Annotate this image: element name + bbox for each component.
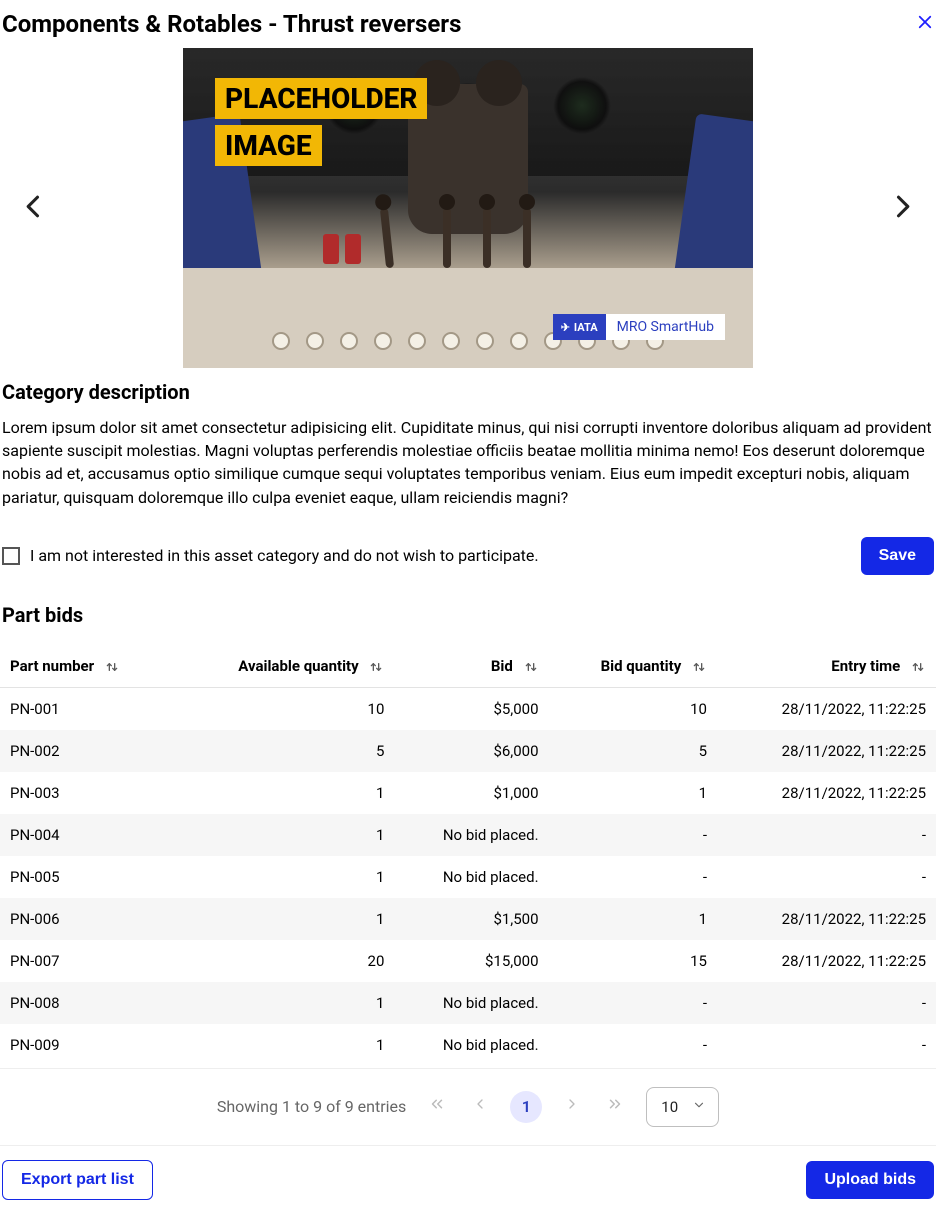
cell-available-qty: 1: [173, 814, 394, 856]
cell-part-number: PN-002: [0, 730, 173, 772]
cell-bid: $6,000: [394, 730, 548, 772]
pager-page-size-select[interactable]: 10: [646, 1087, 719, 1127]
cell-bid-qty: 1: [549, 898, 717, 940]
cell-available-qty: 20: [173, 940, 394, 982]
sort-icon: [523, 659, 539, 675]
cell-part-number: PN-009: [0, 1024, 173, 1066]
cell-part-number: PN-001: [0, 687, 173, 730]
cell-bid-qty: -: [549, 982, 717, 1024]
col-entry-time[interactable]: Entry time: [717, 645, 936, 688]
sort-icon: [691, 659, 707, 675]
sort-icon: [104, 659, 120, 675]
table-row[interactable]: PN-0051No bid placed.--: [0, 856, 936, 898]
cell-entry-time: -: [717, 982, 936, 1024]
chevron-left-icon: [472, 1096, 488, 1112]
table-row[interactable]: PN-00110$5,0001028/11/2022, 11:22:25: [0, 687, 936, 730]
carousel-prev-button[interactable]: [20, 193, 48, 224]
cell-part-number: PN-008: [0, 982, 173, 1024]
table-row[interactable]: PN-0061$1,500128/11/2022, 11:22:25: [0, 898, 936, 940]
cell-available-qty: 1: [173, 982, 394, 1024]
cell-entry-time: -: [717, 856, 936, 898]
save-button[interactable]: Save: [861, 537, 934, 575]
cell-entry-time: -: [717, 814, 936, 856]
cell-part-number: PN-004: [0, 814, 173, 856]
description-heading: Category description: [0, 380, 936, 404]
cell-bid: No bid placed.: [394, 814, 548, 856]
col-available-qty[interactable]: Available quantity: [173, 645, 394, 688]
close-button[interactable]: [916, 13, 934, 35]
table-row[interactable]: PN-0031$1,000128/11/2022, 11:22:25: [0, 772, 936, 814]
sort-icon: [368, 659, 384, 675]
cell-available-qty: 1: [173, 898, 394, 940]
iata-logo: ✈ IATA: [553, 314, 606, 340]
cell-bid-qty: 15: [549, 940, 717, 982]
cell-bid: $5,000: [394, 687, 548, 730]
opt-out-checkbox[interactable]: [2, 547, 20, 565]
pager-next-button[interactable]: [560, 1092, 584, 1121]
cell-bid: $1,500: [394, 898, 548, 940]
mro-smarthub-badge: ✈ IATA MRO SmartHub: [553, 314, 725, 340]
cell-bid: No bid placed.: [394, 1024, 548, 1066]
cell-bid-qty: 5: [549, 730, 717, 772]
cell-available-qty: 1: [173, 1024, 394, 1066]
col-bid[interactable]: Bid: [394, 645, 548, 688]
cell-entry-time: 28/11/2022, 11:22:25: [717, 898, 936, 940]
cell-available-qty: 1: [173, 856, 394, 898]
category-hero-image: PLACEHOLDER IMAGE ✈ IATA MRO SmartHub: [183, 48, 753, 368]
pager-first-button[interactable]: [424, 1091, 450, 1122]
export-part-list-button[interactable]: Export part list: [2, 1160, 153, 1200]
chevron-left-icon: [20, 193, 48, 221]
part-bids-heading: Part bids: [0, 603, 936, 627]
pager-prev-button[interactable]: [468, 1092, 492, 1121]
col-part-number[interactable]: Part number: [0, 645, 173, 688]
cell-bid: $1,000: [394, 772, 548, 814]
chevron-right-icon: [564, 1096, 580, 1112]
chevron-right-icon: [888, 193, 916, 221]
upload-bids-button[interactable]: Upload bids: [806, 1161, 934, 1199]
description-text: Lorem ipsum dolor sit amet consectetur a…: [0, 416, 936, 509]
cell-available-qty: 10: [173, 687, 394, 730]
cell-entry-time: 28/11/2022, 11:22:25: [717, 772, 936, 814]
col-bid-qty[interactable]: Bid quantity: [549, 645, 717, 688]
modal-title: Components & Rotables - Thrust reversers: [2, 10, 461, 38]
table-row[interactable]: PN-0025$6,000528/11/2022, 11:22:25: [0, 730, 936, 772]
chevron-double-left-icon: [428, 1095, 446, 1113]
cell-bid-qty: -: [549, 1024, 717, 1066]
chevron-down-icon: [692, 1098, 706, 1116]
cell-part-number: PN-005: [0, 856, 173, 898]
cell-part-number: PN-003: [0, 772, 173, 814]
cell-entry-time: 28/11/2022, 11:22:25: [717, 730, 936, 772]
cell-part-number: PN-007: [0, 940, 173, 982]
table-row[interactable]: PN-0081No bid placed.--: [0, 982, 936, 1024]
opt-out-label: I am not interested in this asset catego…: [30, 546, 539, 565]
cell-bid-qty: 1: [549, 772, 717, 814]
cell-bid-qty: -: [549, 814, 717, 856]
cell-available-qty: 5: [173, 730, 394, 772]
cell-part-number: PN-006: [0, 898, 173, 940]
pager-summary: Showing 1 to 9 of 9 entries: [217, 1097, 406, 1116]
cell-available-qty: 1: [173, 772, 394, 814]
pager-last-button[interactable]: [602, 1091, 628, 1122]
table-pager: Showing 1 to 9 of 9 entries 1 10: [0, 1068, 936, 1145]
cell-entry-time: 28/11/2022, 11:22:25: [717, 687, 936, 730]
carousel-next-button[interactable]: [888, 193, 916, 224]
cell-bid: No bid placed.: [394, 856, 548, 898]
sort-icon: [910, 659, 926, 675]
chevron-double-right-icon: [606, 1095, 624, 1113]
cell-bid-qty: -: [549, 856, 717, 898]
cell-bid: $15,000: [394, 940, 548, 982]
table-row[interactable]: PN-0091No bid placed.--: [0, 1024, 936, 1066]
cell-entry-time: -: [717, 1024, 936, 1066]
table-row[interactable]: PN-00720$15,0001528/11/2022, 11:22:25: [0, 940, 936, 982]
cell-bid: No bid placed.: [394, 982, 548, 1024]
cell-entry-time: 28/11/2022, 11:22:25: [717, 940, 936, 982]
pager-current-page[interactable]: 1: [510, 1091, 542, 1123]
table-row[interactable]: PN-0041No bid placed.--: [0, 814, 936, 856]
cell-bid-qty: 10: [549, 687, 717, 730]
part-bids-table: Part number Available quantity Bid: [0, 645, 936, 1066]
opt-out-row[interactable]: I am not interested in this asset catego…: [2, 546, 539, 565]
placeholder-image-label: PLACEHOLDER IMAGE: [215, 78, 427, 172]
close-icon: [916, 13, 934, 31]
